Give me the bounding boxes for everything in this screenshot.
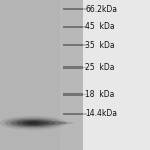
Ellipse shape: [27, 122, 39, 124]
Bar: [82, 67, 87, 68]
Bar: [82, 26, 87, 28]
Bar: [82, 44, 87, 46]
Bar: [63, 113, 83, 115]
Text: 66.2kDa: 66.2kDa: [85, 4, 117, 14]
Bar: [82, 8, 87, 10]
Bar: [63, 8, 83, 10]
Text: 18  kDa: 18 kDa: [85, 90, 115, 99]
Text: 45  kDa: 45 kDa: [85, 22, 115, 32]
Bar: [82, 94, 87, 95]
Ellipse shape: [58, 122, 74, 124]
Text: 25  kDa: 25 kDa: [85, 63, 115, 72]
Ellipse shape: [11, 119, 56, 127]
Bar: [0, 0, 82, 150]
Bar: [63, 44, 83, 46]
Bar: [63, 93, 83, 96]
Bar: [0, 0, 60, 150]
Bar: [63, 66, 83, 69]
Ellipse shape: [0, 116, 66, 130]
Bar: [63, 26, 83, 28]
Ellipse shape: [4, 118, 62, 128]
Bar: [82, 113, 87, 115]
Ellipse shape: [22, 121, 44, 125]
Ellipse shape: [16, 120, 50, 126]
Text: 14.4kDa: 14.4kDa: [85, 110, 117, 118]
Bar: [80, 0, 150, 150]
Ellipse shape: [40, 121, 68, 125]
Text: 35  kDa: 35 kDa: [85, 40, 115, 50]
